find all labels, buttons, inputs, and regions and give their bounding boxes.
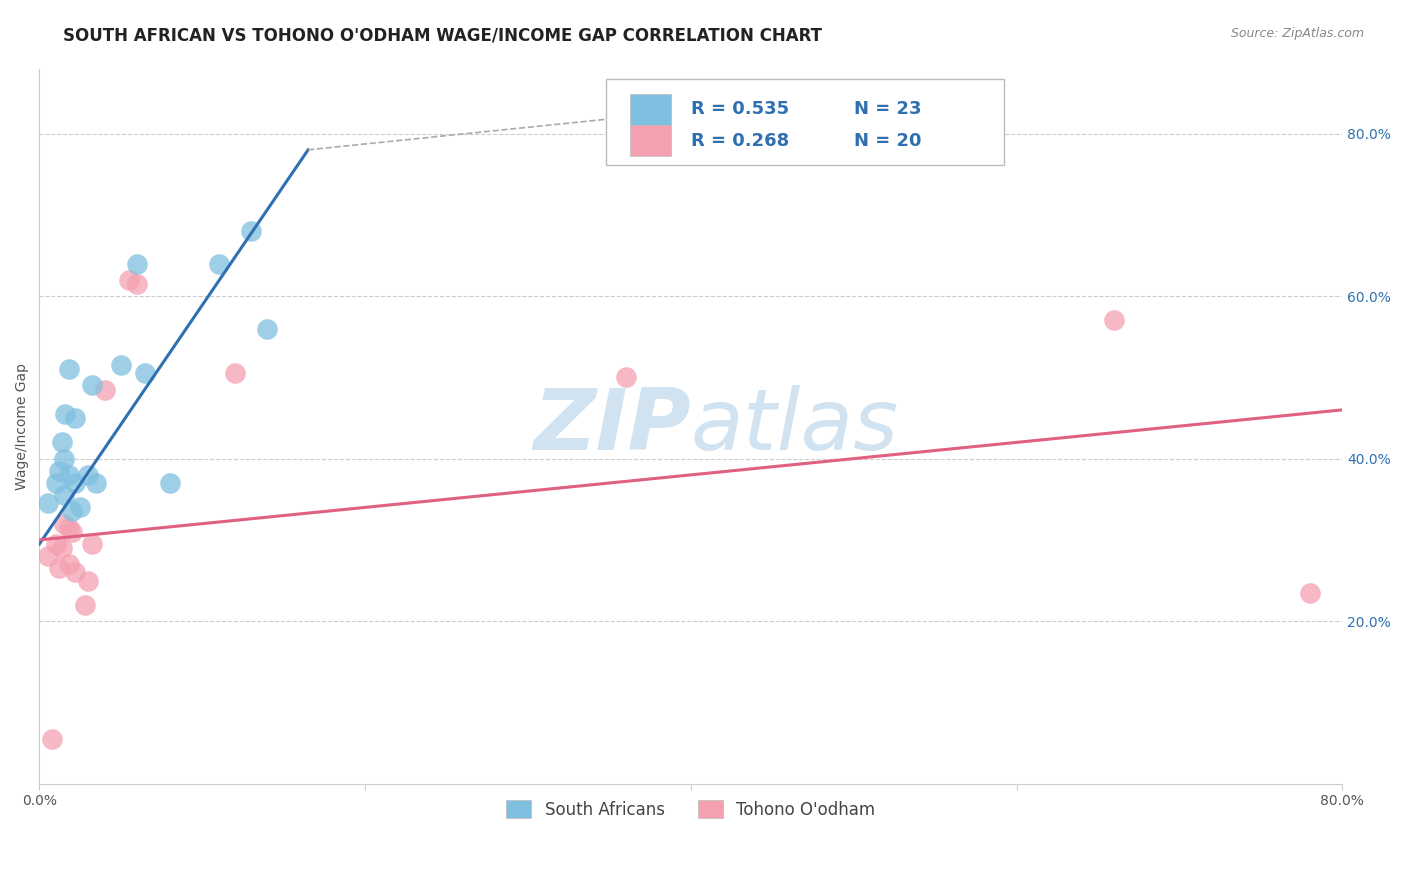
Point: [73, 598, 96, 612]
FancyBboxPatch shape: [606, 79, 1004, 165]
Point: [65, 476, 87, 491]
Y-axis label: Wage/Income Gap: Wage/Income Gap: [15, 363, 30, 490]
Point: [58, 362, 80, 376]
Point: [58, 467, 80, 482]
Text: N = 20: N = 20: [853, 132, 921, 150]
Point: [60, 524, 83, 539]
Point: [51, 541, 73, 555]
Point: [51, 435, 73, 450]
Text: SOUTH AFRICAN VS TOHONO O'ODHAM WAGE/INCOME GAP CORRELATION CHART: SOUTH AFRICAN VS TOHONO O'ODHAM WAGE/INC…: [63, 27, 823, 45]
Point: [65, 566, 87, 580]
Point: [37, 496, 59, 510]
Legend: South Africans, Tohono O'odham: South Africans, Tohono O'odham: [499, 794, 882, 825]
Point: [55, 407, 77, 421]
Point: [118, 273, 141, 287]
Point: [207, 256, 229, 270]
Point: [127, 277, 149, 291]
Point: [60, 504, 83, 518]
Text: atlas: atlas: [690, 384, 898, 467]
Text: R = 0.535: R = 0.535: [690, 100, 789, 119]
Point: [45, 537, 67, 551]
Point: [37, 549, 59, 564]
Point: [65, 411, 87, 425]
Point: [80, 537, 103, 551]
Point: [240, 224, 263, 238]
Point: [52, 516, 75, 531]
FancyBboxPatch shape: [630, 125, 671, 156]
Point: [110, 358, 132, 372]
Point: [69, 500, 91, 515]
Point: [134, 366, 156, 380]
Point: [52, 488, 75, 502]
Text: N = 23: N = 23: [853, 100, 921, 119]
Point: [86, 476, 108, 491]
Point: [58, 558, 80, 572]
Point: [52, 451, 75, 466]
Point: [80, 378, 103, 392]
Point: [159, 476, 181, 491]
Point: [614, 370, 637, 384]
Point: [1104, 313, 1126, 327]
Point: [58, 521, 80, 535]
Point: [41, 732, 63, 747]
Point: [1299, 586, 1322, 600]
Point: [48, 464, 70, 478]
Point: [127, 256, 149, 270]
Text: Source: ZipAtlas.com: Source: ZipAtlas.com: [1230, 27, 1364, 40]
Point: [48, 561, 70, 575]
Point: [77, 574, 100, 588]
Point: [93, 383, 115, 397]
Point: [224, 366, 246, 380]
Point: [45, 476, 67, 491]
Point: [256, 321, 278, 335]
Text: R = 0.268: R = 0.268: [690, 132, 789, 150]
Text: ZIP: ZIP: [533, 384, 690, 467]
Point: [77, 467, 100, 482]
FancyBboxPatch shape: [630, 94, 671, 125]
